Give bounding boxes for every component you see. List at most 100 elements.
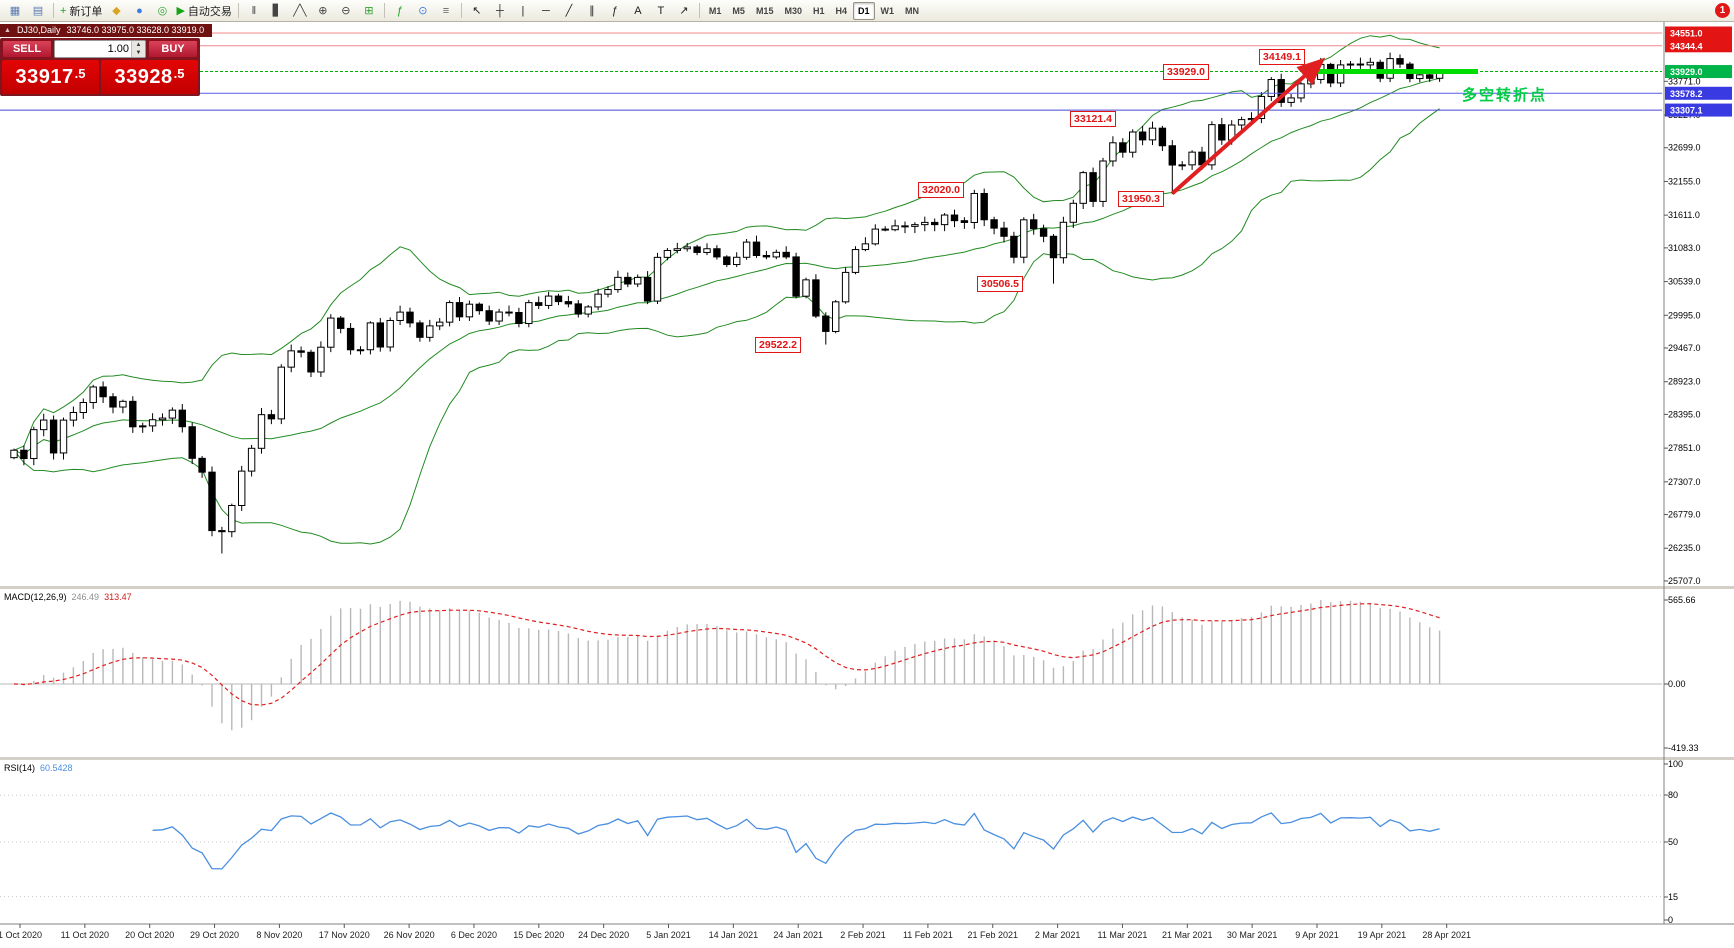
sell-price-main: 33917 (15, 65, 74, 88)
bollinger-upper-band (13, 34, 1440, 451)
svg-text:15: 15 (1668, 892, 1678, 902)
turning-point-label[interactable]: 多空转折点 (1462, 87, 1548, 104)
macd-signal-line (13, 603, 1440, 706)
chart-title-bar: ▲ DJ30,Daily 33746.0 33975.0 33628.0 339… (0, 24, 212, 37)
svg-text:0: 0 (1668, 915, 1673, 925)
fibonacci-icon-button[interactable]: ƒ (604, 2, 626, 20)
channel-icon-button[interactable]: ∥ (581, 2, 603, 20)
timeframe-mn[interactable]: MN (905, 5, 920, 16)
timeframe-m15[interactable]: M15 (755, 5, 774, 16)
svg-text:31611.0: 31611.0 (1668, 210, 1700, 220)
text-icon: A (634, 4, 642, 17)
tile-windows-icon-button[interactable]: ⊞ (358, 2, 380, 20)
channel-icon: ∥ (589, 5, 595, 17)
volume-input[interactable] (55, 41, 131, 57)
rsi-indicator-label: RSI(14) 60.5428 (4, 763, 73, 773)
svg-text:29 Oct 2020: 29 Oct 2020 (190, 930, 239, 940)
market-watch-icon-button[interactable]: ● (128, 2, 150, 20)
price-annotation[interactable]: 31950.3 (1118, 191, 1164, 207)
horizontal-line-icon: ─ (542, 4, 550, 17)
chart-ohlc-values: 33746.0 33975.0 33628.0 33919.0 (66, 25, 205, 35)
line-chart-icon-button[interactable]: ╱╲ (289, 2, 311, 20)
svg-text:34551.0: 34551.0 (1670, 29, 1703, 39)
chart-window: 33771.033227.032699.032155.031611.031083… (0, 22, 1734, 948)
rsi-pane (0, 794, 1662, 898)
periods-icon-button[interactable]: ⊙ (412, 2, 434, 20)
timeframe-h1[interactable]: H1 (812, 5, 825, 16)
horizontal-line-icon-button[interactable]: ─ (535, 2, 557, 20)
axis-price-badge (1665, 65, 1732, 79)
notification-badge[interactable]: 1 (1715, 3, 1730, 18)
autotrade-button-button[interactable]: ▶ 自动交易 (174, 2, 233, 20)
tile-windows-icon: ⊞ (364, 5, 374, 17)
buy-button[interactable]: BUY (148, 40, 198, 58)
line-chart-icon: ╱╲ (293, 5, 307, 17)
price-annotation[interactable]: 32020.0 (918, 182, 964, 198)
new-chart-icon-button[interactable]: ▦ (4, 2, 26, 20)
zoom-in-icon-button[interactable]: ⊕ (312, 2, 334, 20)
svg-text:31083.0: 31083.0 (1668, 243, 1701, 253)
svg-text:100: 100 (1668, 759, 1683, 769)
alerts-icon-button[interactable]: ◆ (105, 2, 127, 20)
svg-text:33307.1: 33307.1 (1670, 106, 1703, 116)
new-order-button-label: 新订单 (69, 5, 103, 18)
volume-down-icon[interactable]: ▼ (132, 49, 145, 57)
profiles-icon: ▤ (32, 5, 44, 17)
label-icon: T (657, 4, 665, 17)
price-annotation[interactable]: 33929.0 (1163, 64, 1209, 80)
svg-text:26 Nov 2020: 26 Nov 2020 (384, 930, 435, 940)
sell-price-fraction: .5 (74, 65, 86, 81)
volume-stepper[interactable]: ▲ ▼ (131, 41, 145, 57)
axis-price-badge (1665, 26, 1732, 40)
one-click-trading-panel: SELL ▲ ▼ BUY 33917 .5 33928 .5 (0, 38, 200, 96)
pane-separator (0, 757, 1734, 760)
price-annotation[interactable]: 29522.2 (755, 337, 801, 353)
vertical-line-icon-button[interactable]: | (512, 2, 534, 20)
crosshair-icon-button[interactable]: ┼ (489, 2, 511, 20)
market-watch-icon: ● (136, 4, 143, 17)
zoom-out-icon: ⊖ (341, 5, 351, 17)
shapes-icon-button[interactable]: ↗ (673, 2, 695, 20)
timeframe-m5[interactable]: M5 (732, 5, 745, 16)
volume-up-icon[interactable]: ▲ (132, 41, 145, 49)
new-order-button-button[interactable]: + 新订单 (58, 2, 104, 20)
price-annotation[interactable]: 30506.5 (977, 276, 1023, 292)
trendline-icon-button[interactable]: ╱ (558, 2, 580, 20)
timeframe-m30[interactable]: M30 (784, 5, 802, 16)
profiles-icon-button[interactable]: ▤ (27, 2, 49, 20)
vertical-line-icon: | (521, 4, 525, 17)
fibonacci-icon: ƒ (611, 4, 618, 17)
price-annotation[interactable]: 34149.1 (1259, 49, 1305, 65)
zoom-out-icon-button[interactable]: ⊖ (335, 2, 357, 20)
svg-text:27307.0: 27307.0 (1668, 477, 1701, 487)
timeframe-d1[interactable]: D1 (853, 1, 875, 20)
macd-signal-value: 313.47 (104, 592, 132, 602)
bar-chart-icon-button[interactable]: ‖ (243, 2, 265, 20)
price-chart-canvas[interactable]: 33771.033227.032699.032155.031611.031083… (0, 22, 1734, 948)
bollinger-lower-band (13, 108, 1440, 545)
svg-text:19 Apr 2021: 19 Apr 2021 (1358, 930, 1407, 940)
axis-price-badge (1665, 39, 1732, 53)
timeframe-w1[interactable]: W1 (880, 5, 895, 16)
indicators-icon-button[interactable]: ƒ (389, 2, 411, 20)
new-chart-icon: ▦ (9, 5, 21, 17)
buy-price-display[interactable]: 33928 .5 (101, 60, 198, 94)
svg-text:565.66: 565.66 (1668, 595, 1696, 605)
svg-text:26235.0: 26235.0 (1668, 543, 1701, 553)
sell-price-display[interactable]: 33917 .5 (2, 60, 99, 94)
scripts-icon-button[interactable]: ◎ (151, 2, 173, 20)
cursor-icon-button[interactable]: ↖ (466, 2, 488, 20)
toolbar-separator (237, 3, 239, 18)
timeframe-h4[interactable]: H4 (835, 5, 847, 16)
chart-symbol-period: DJ30,Daily (16, 25, 61, 35)
timeframe-m1[interactable]: M1 (708, 5, 722, 16)
label-icon-button[interactable]: T (650, 2, 672, 20)
price-annotation[interactable]: 33121.4 (1070, 111, 1116, 127)
candlestick-icon-button[interactable]: ▋ (266, 2, 288, 20)
sell-button[interactable]: SELL (2, 40, 52, 58)
templates-icon-button[interactable]: ≡ (435, 2, 457, 20)
cursor-icon: ↖ (472, 5, 482, 17)
svg-text:30539.0: 30539.0 (1668, 277, 1701, 287)
text-icon-button[interactable]: A (627, 2, 649, 20)
